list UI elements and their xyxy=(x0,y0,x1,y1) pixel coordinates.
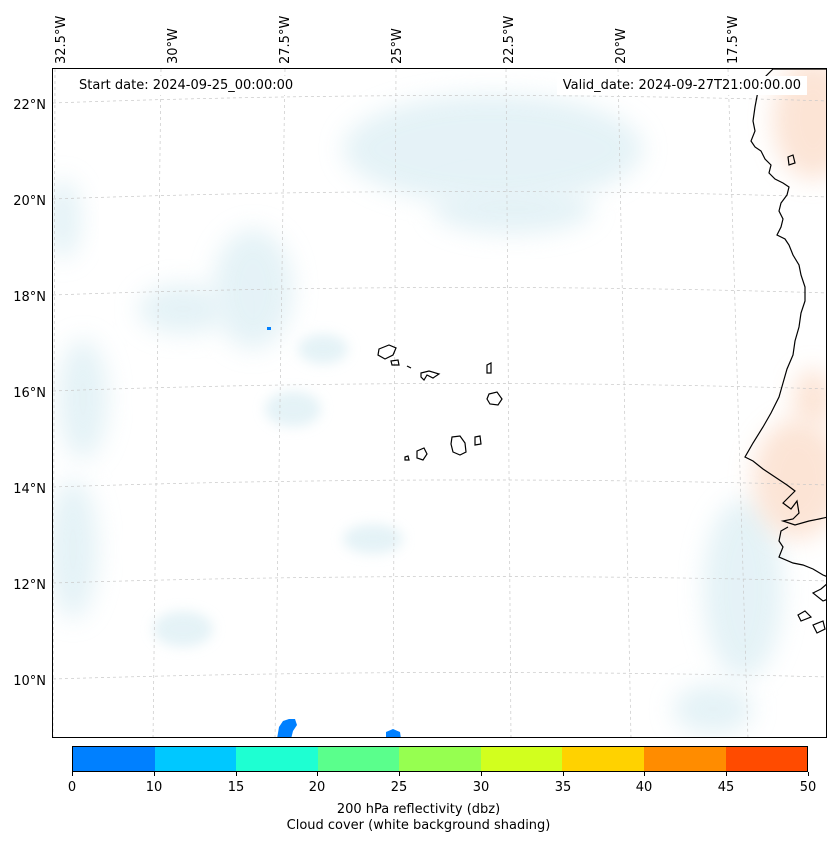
colorbar-tick-label: 10 xyxy=(145,780,163,795)
reflectivity-colorbar xyxy=(72,746,808,772)
cloud-cover-shading xyxy=(53,94,783,734)
latitude-label: 22°N xyxy=(13,98,46,113)
colorbar-tick-label: 50 xyxy=(799,780,817,795)
colorbar-segment xyxy=(317,747,400,771)
colorbar-tick-label: 15 xyxy=(227,780,245,795)
colorbar-tick xyxy=(644,772,645,776)
colorbar-label: 200 hPa reflectivity (dbz) xyxy=(336,802,501,817)
latitude-label: 14°N xyxy=(13,482,46,497)
valid-date-label: Valid_date: 2024-09-27T21:00:00.00 xyxy=(556,76,807,95)
map-canvas xyxy=(53,69,826,737)
graticule xyxy=(53,69,826,737)
colorbar-tick xyxy=(317,772,318,776)
cape-verde-islands xyxy=(377,344,503,461)
colorbar-tick xyxy=(236,772,237,776)
land-shading xyxy=(753,69,826,539)
colorbar-tick xyxy=(808,772,809,776)
colorbar-segment xyxy=(154,747,237,771)
longitude-label: 20°W xyxy=(614,28,629,64)
start-date-label: Start date: 2024-09-25_00:00:00 xyxy=(73,76,300,95)
reflectivity-cells xyxy=(267,327,401,737)
colorbar-segment xyxy=(643,747,726,771)
longitude-label: 30°W xyxy=(166,28,181,64)
longitude-label: 27.5°W xyxy=(278,15,293,64)
colorbar-tick-label: 25 xyxy=(390,780,408,795)
colorbar-tick xyxy=(481,772,482,776)
colorbar-tick xyxy=(399,772,400,776)
colorbar-tick xyxy=(726,772,727,776)
colorbar-tick-label: 40 xyxy=(635,780,653,795)
latitude-label: 20°N xyxy=(13,194,46,209)
longitude-label: 32.5°W xyxy=(54,15,69,64)
colorbar-tick-label: 45 xyxy=(717,780,735,795)
colorbar-segment xyxy=(399,747,481,771)
map-panel: Start date: 2024-09-25_00:00:00 Valid_da… xyxy=(52,68,827,738)
colorbar-tick-label: 0 xyxy=(67,780,77,795)
colorbar-tick xyxy=(154,772,155,776)
colorbar-tick-label: 20 xyxy=(308,780,326,795)
latitude-label: 12°N xyxy=(13,578,46,593)
west-african-coastline xyxy=(744,69,826,634)
colorbar-tick xyxy=(72,772,73,776)
colorbar-tick xyxy=(563,772,564,776)
latitude-label: 16°N xyxy=(13,386,46,401)
colorbar-segment xyxy=(73,747,155,771)
colorbar-segment xyxy=(725,747,808,771)
colorbar-segment xyxy=(562,747,644,771)
colorbar-segment xyxy=(236,747,318,771)
colorbar-tick-label: 35 xyxy=(554,780,572,795)
colorbar-sublabel: Cloud cover (white background shading) xyxy=(286,818,551,833)
latitude-label: 10°N xyxy=(13,674,46,689)
colorbar-tick-label: 30 xyxy=(472,780,490,795)
longitude-label: 22.5°W xyxy=(502,15,517,64)
longitude-label: 17.5°W xyxy=(726,15,741,64)
colorbar-segment xyxy=(480,747,563,771)
latitude-label: 18°N xyxy=(13,290,46,305)
longitude-label: 25°W xyxy=(390,28,405,64)
